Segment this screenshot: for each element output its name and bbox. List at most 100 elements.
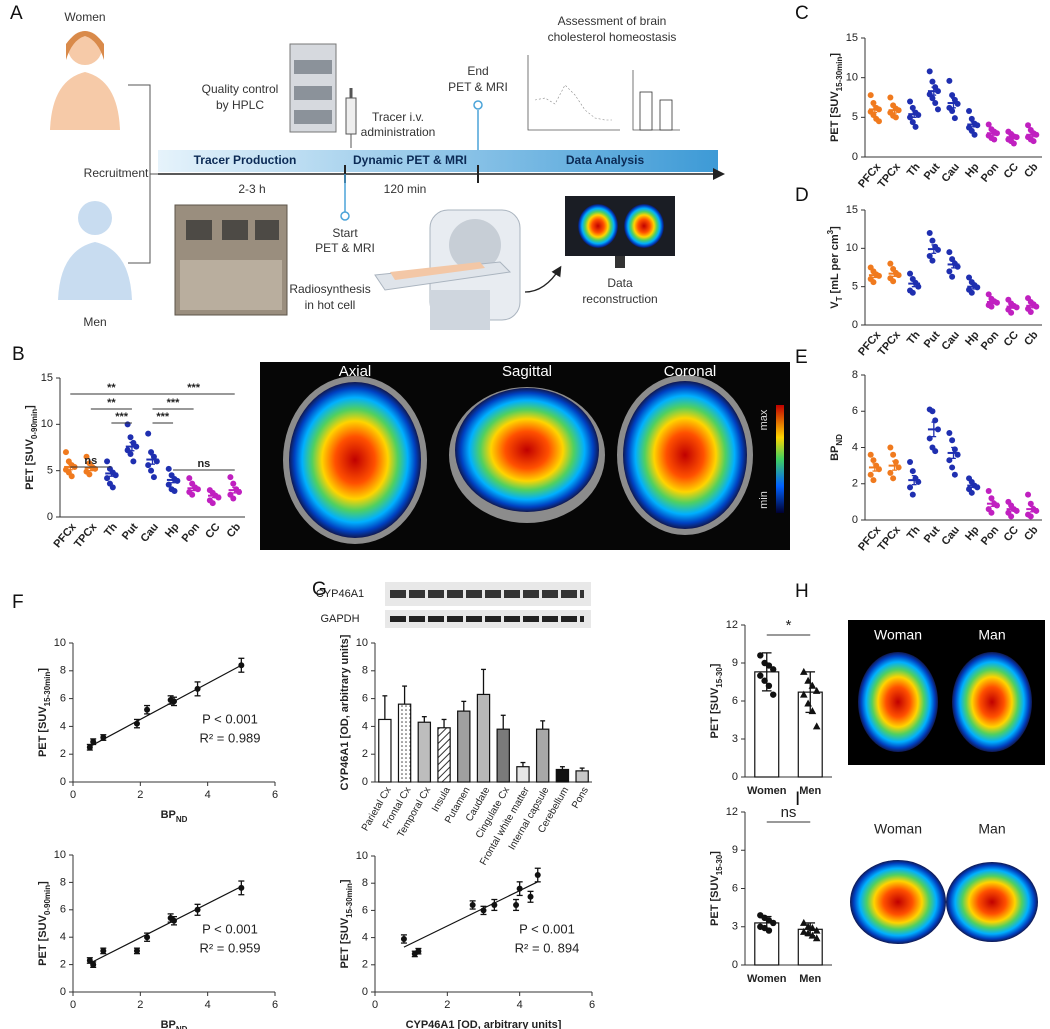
start-label: Start — [332, 226, 358, 240]
y-tick-label: 3 — [732, 921, 738, 933]
data-point — [929, 408, 936, 415]
data-point — [194, 685, 201, 692]
syringe-icon — [345, 88, 357, 148]
data-point — [757, 672, 764, 679]
data-point — [133, 947, 140, 954]
data-point — [892, 114, 899, 121]
y-tick-label: 10 — [54, 849, 66, 861]
data-point — [238, 662, 245, 669]
data-point — [946, 77, 953, 84]
hair — [66, 31, 104, 60]
x-tick-label: Cb — [225, 521, 244, 540]
panel-letter: H — [795, 581, 809, 602]
annotation: P < 0.001 — [202, 711, 258, 726]
axis-label-part: 15-30 — [715, 854, 724, 875]
y-tick-label: 12 — [726, 806, 738, 818]
data-point — [145, 462, 152, 469]
x-tick-label: Cau — [939, 329, 962, 353]
x-tick-label: Th — [905, 329, 923, 347]
data-point — [867, 471, 874, 478]
x-tick-label: 2 — [137, 789, 143, 801]
women-label: Women — [64, 10, 105, 24]
data-point — [171, 917, 177, 924]
data-point — [799, 667, 808, 675]
axis-label-part: [mL per cm — [829, 234, 841, 296]
panel-letter: F — [12, 592, 24, 613]
data-point — [808, 931, 817, 939]
assessment-label: cholesterol homeostasis — [548, 30, 677, 44]
x-tick-label: 2 — [444, 999, 450, 1011]
axis-label-part: PET [SUV — [709, 875, 721, 926]
y-tick-label: 0 — [60, 776, 66, 788]
duration-label: 2-3 h — [238, 182, 265, 196]
scale-max: max — [758, 409, 770, 430]
y-tick-label: 10 — [846, 72, 858, 84]
data-point — [907, 484, 914, 491]
data-point — [870, 100, 877, 107]
data-point — [804, 922, 812, 930]
data-point — [513, 901, 520, 908]
data-point — [991, 136, 998, 143]
y-tick-label: 4 — [852, 441, 858, 453]
data-point — [968, 289, 975, 296]
y-tick-label: 2 — [362, 959, 368, 971]
data-point — [804, 699, 812, 707]
data-point — [808, 707, 817, 715]
data-point — [929, 257, 936, 264]
x-tick-label: Cb — [1022, 329, 1041, 348]
sex-label: Man — [978, 821, 1005, 837]
y-tick-label: 2 — [852, 478, 858, 490]
data-point — [104, 458, 111, 465]
data-point — [907, 459, 914, 465]
x-tick-label: TPCx — [72, 520, 100, 550]
data-point — [870, 279, 877, 286]
data-point — [966, 107, 973, 114]
x-tick-label: 4 — [205, 789, 211, 801]
x-tick-label: Th — [905, 161, 923, 179]
significance-label: *** — [187, 382, 201, 394]
axis-label-part: ] — [709, 663, 721, 667]
axis-label-part: ] — [24, 405, 36, 409]
y-tick-label: 0 — [47, 511, 53, 523]
scanner-icon — [374, 209, 521, 330]
bar — [476, 693, 491, 783]
axis-label: PET [SUV15-30] — [709, 663, 724, 738]
y-tick-label: 4 — [60, 931, 66, 943]
y-tick-label: 10 — [41, 418, 53, 430]
tracer-label: administration — [361, 125, 436, 139]
data-point — [971, 131, 978, 138]
x-tick-label: Pons — [570, 785, 591, 810]
significance-label: *** — [167, 397, 181, 409]
data-point — [480, 907, 487, 914]
data-point — [951, 471, 958, 478]
data-point — [86, 744, 93, 751]
x-tick-label: TPCx — [876, 328, 904, 358]
x-tick-label: Cb — [1022, 161, 1041, 180]
mini-bar — [639, 91, 653, 131]
data-point — [988, 495, 995, 502]
data-point — [133, 720, 140, 727]
data-point — [909, 119, 916, 126]
phase-label: Tracer Production — [194, 153, 297, 167]
data-point — [909, 468, 916, 475]
data-point — [130, 458, 137, 465]
brain-axial — [858, 652, 938, 752]
bar — [535, 728, 550, 783]
sex-images-i: Woman Man — [850, 821, 1038, 944]
data-point — [949, 92, 956, 99]
western-blot: CYP46A1 GAPDH — [316, 582, 591, 628]
data-point — [90, 738, 97, 745]
x-tick-label: Cau — [939, 161, 962, 185]
axis-label: BPND — [161, 809, 188, 824]
y-tick-label: 9 — [732, 844, 738, 856]
data-point — [765, 662, 773, 669]
x-tick-label: 2 — [137, 999, 143, 1011]
data-point — [1010, 140, 1017, 147]
reconstruction-label: Data — [607, 276, 633, 290]
brain-sagittal — [946, 862, 1038, 942]
panel-a: Women Men Recruitment Tracer Production … — [50, 10, 725, 330]
data-point — [890, 451, 897, 458]
annotation: P < 0.001 — [519, 921, 575, 936]
reconstruction-arrow — [524, 265, 562, 293]
recruitment-label: Recruitment — [84, 166, 149, 180]
